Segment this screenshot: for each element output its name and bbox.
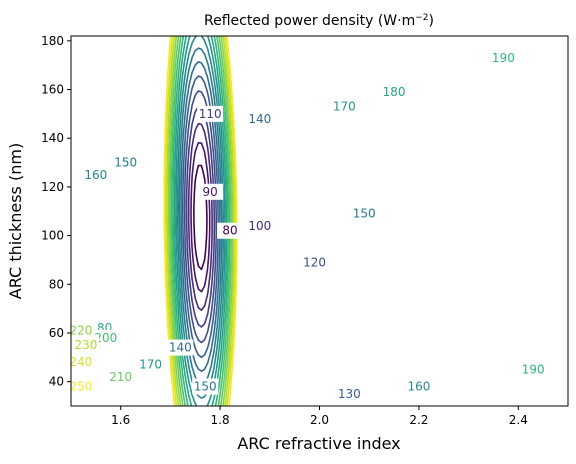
y-tick-label: 120 (41, 180, 64, 194)
y-axis-label: ARC thickness (nm) (6, 143, 25, 299)
contour-label: 190 (522, 362, 545, 376)
title-exponent: −2 (415, 13, 428, 23)
contour-line-100 (189, 124, 212, 310)
contour-label: 160 (84, 168, 107, 182)
x-tick-label: 1.8 (211, 413, 230, 427)
contour-line-80 (194, 166, 207, 270)
axes: 1.6 1.8 2.0 2.2 2.4 40 60 80 100 120 140 160 180 (41, 34, 528, 427)
x-tick-label: 2.0 (310, 413, 329, 427)
contour-label: 170 (333, 100, 356, 114)
contour-label: 250 (69, 380, 92, 394)
x-axis-label: ARC refractive index (237, 434, 400, 453)
x-tick-label: 2.2 (409, 413, 428, 427)
contour-label: 180 (383, 85, 406, 99)
chart-title: Reflected power density (W·m−2) (204, 13, 434, 29)
contour-label: 160 (407, 380, 430, 394)
y-tick-label: 60 (49, 326, 64, 340)
contour-label: 100 (248, 219, 271, 233)
title-close: ) (429, 13, 434, 29)
contour-label: 210 (109, 370, 132, 384)
contour-label: 150 (353, 207, 376, 221)
contour-label: 220 (69, 324, 92, 338)
y-tick-label: 140 (41, 131, 64, 145)
contour-label: 140 (248, 112, 271, 126)
y-tick-label: 80 (49, 277, 64, 291)
contour-label: 110 (199, 107, 222, 121)
contour-label: 80 (222, 224, 237, 238)
y-tick-label: 160 (41, 83, 64, 97)
contour-label: 190 (492, 51, 515, 65)
y-tick-label: 180 (41, 34, 64, 48)
plot-frame (71, 36, 568, 406)
x-tick-label: 1.6 (111, 413, 130, 427)
contour-label: 90 (203, 185, 218, 199)
contour-label: 230 (74, 338, 97, 352)
contour-label: 130 (338, 387, 361, 401)
contour-line-150 (179, 48, 221, 385)
title-text: Reflected power density (W·m (204, 13, 415, 29)
contour-label: 140 (169, 341, 192, 355)
x-tick-label: 2.4 (509, 413, 528, 427)
contour-label: 240 (69, 355, 92, 369)
contour-label: 170 (139, 358, 162, 372)
y-tick-label: 100 (41, 229, 64, 243)
contour-label: 150 (194, 380, 217, 394)
contour-label: 150 (114, 156, 137, 170)
contour-label: 120 (303, 255, 326, 269)
y-tick-label: 40 (49, 375, 64, 389)
contour-labels: 80 90 100 110 120 130 140 140 150 150 150 160 160 170… (68, 50, 546, 402)
